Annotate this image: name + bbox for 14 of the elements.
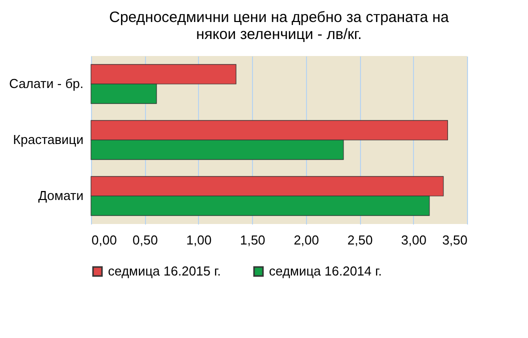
y-tick-label: Домати (38, 188, 84, 203)
y-tick-label: Краставици (13, 132, 84, 147)
x-tick-label: 3,00 (401, 232, 426, 248)
x-tick-label: 1,00 (186, 232, 212, 248)
legend-label: седмица 16.2014 г. (269, 264, 382, 279)
y-tick-label: Салати - бр. (9, 76, 84, 91)
chart-title: Средноседмични цени на дребно за страната на някои зеленчици - лв/кг. (109, 9, 450, 43)
x-tick-label: 0,00 (92, 232, 117, 248)
x-tick-label: 0,50 (132, 232, 158, 248)
x-tick-label: 1,50 (240, 232, 266, 248)
x-tick-label: 2,50 (347, 232, 373, 248)
x-tick-label: 3,50 (442, 232, 468, 248)
x-tick-label: 2,00 (294, 232, 320, 248)
legend-label: седмица 16.2015 г. (108, 264, 221, 279)
